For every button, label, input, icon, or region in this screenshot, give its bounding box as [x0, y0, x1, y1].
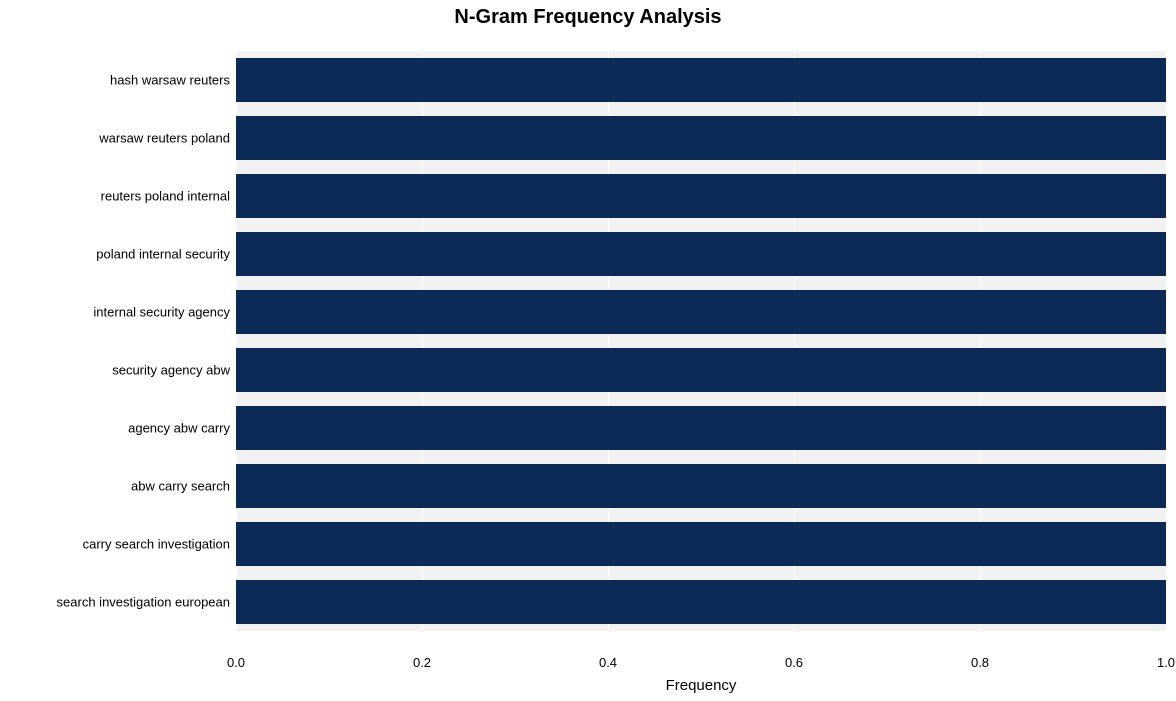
x-tick-label: 0.0: [227, 655, 245, 670]
y-tick-label: internal security agency: [93, 305, 230, 320]
bar: [236, 290, 1166, 334]
y-tick-label: abw carry search: [131, 479, 230, 494]
x-tick-label: 0.2: [413, 655, 431, 670]
ngram-frequency-chart: N-Gram Frequency Analysis hash warsaw re…: [0, 0, 1176, 701]
y-tick-label: poland internal security: [96, 247, 230, 262]
x-tick-label: 0.6: [785, 655, 803, 670]
gridline: [1166, 36, 1167, 643]
x-tick-label: 1.0: [1157, 655, 1175, 670]
plot-area: [236, 36, 1166, 643]
bar: [236, 580, 1166, 624]
y-tick-label: carry search investigation: [83, 537, 230, 552]
y-tick-label: hash warsaw reuters: [110, 73, 230, 88]
bar: [236, 58, 1166, 102]
chart-title: N-Gram Frequency Analysis: [0, 6, 1176, 29]
bar: [236, 174, 1166, 218]
bar: [236, 348, 1166, 392]
bar: [236, 522, 1166, 566]
bar: [236, 116, 1166, 160]
x-tick-label: 0.4: [599, 655, 617, 670]
x-axis-label: Frequency: [666, 677, 737, 694]
bar: [236, 464, 1166, 508]
bar: [236, 406, 1166, 450]
y-tick-label: warsaw reuters poland: [99, 131, 230, 146]
y-tick-label: reuters poland internal: [101, 189, 230, 204]
y-tick-label: security agency abw: [112, 363, 230, 378]
x-tick-label: 0.8: [971, 655, 989, 670]
y-tick-label: search investigation european: [57, 595, 230, 610]
y-tick-label: agency abw carry: [128, 421, 230, 436]
bar: [236, 232, 1166, 276]
